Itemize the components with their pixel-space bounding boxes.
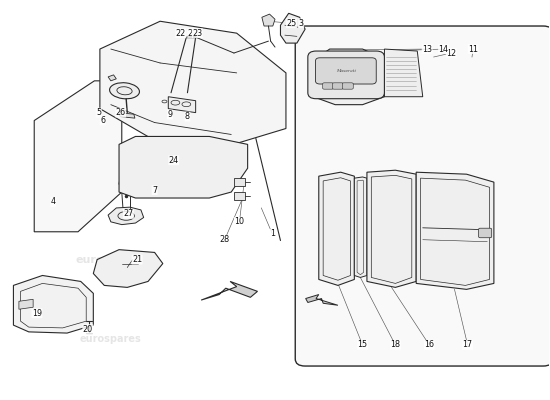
Polygon shape (319, 172, 354, 286)
Text: 11: 11 (468, 44, 478, 54)
Ellipse shape (109, 83, 140, 99)
Text: 20: 20 (83, 324, 93, 334)
Polygon shape (306, 294, 338, 305)
FancyBboxPatch shape (323, 83, 333, 89)
FancyBboxPatch shape (295, 26, 550, 366)
Polygon shape (119, 136, 248, 198)
Text: 12: 12 (446, 48, 456, 58)
Text: 8: 8 (185, 112, 190, 121)
Text: 18: 18 (390, 340, 400, 350)
Text: 17: 17 (463, 340, 472, 350)
Polygon shape (234, 178, 245, 186)
Polygon shape (19, 299, 33, 309)
Polygon shape (108, 75, 116, 81)
FancyBboxPatch shape (316, 58, 376, 84)
Polygon shape (234, 192, 245, 200)
Text: 27: 27 (123, 210, 134, 218)
Text: 1: 1 (270, 229, 275, 238)
Polygon shape (262, 14, 275, 26)
Text: 6: 6 (100, 116, 105, 125)
FancyBboxPatch shape (332, 83, 343, 89)
Text: 21: 21 (132, 255, 142, 264)
Polygon shape (384, 49, 423, 97)
Text: 15: 15 (358, 340, 367, 350)
Text: 7: 7 (152, 186, 157, 194)
FancyBboxPatch shape (308, 51, 384, 99)
FancyBboxPatch shape (478, 228, 492, 238)
Polygon shape (119, 113, 135, 118)
Ellipse shape (174, 164, 207, 182)
Text: 19: 19 (32, 309, 42, 318)
Text: 3: 3 (299, 19, 304, 28)
Text: eurospares: eurospares (356, 194, 434, 206)
Text: 13: 13 (422, 44, 432, 54)
Text: 10: 10 (234, 217, 244, 226)
FancyBboxPatch shape (342, 83, 353, 89)
Text: 23: 23 (192, 29, 202, 38)
Polygon shape (94, 250, 163, 287)
Polygon shape (201, 282, 257, 300)
Text: eurospares: eurospares (76, 254, 146, 264)
Polygon shape (354, 177, 367, 278)
Text: eurospares: eurospares (80, 334, 142, 344)
Polygon shape (168, 97, 196, 113)
Text: 22: 22 (176, 29, 186, 38)
Polygon shape (108, 207, 144, 225)
Polygon shape (34, 81, 122, 232)
Ellipse shape (130, 160, 168, 180)
Text: 2: 2 (188, 29, 192, 38)
Text: Maserati: Maserati (336, 69, 356, 73)
Text: 16: 16 (424, 340, 434, 350)
Polygon shape (416, 172, 494, 289)
Text: 26: 26 (116, 108, 126, 117)
Text: 5: 5 (96, 108, 101, 117)
Text: 24: 24 (169, 156, 179, 165)
Polygon shape (100, 21, 286, 148)
Text: 4: 4 (51, 198, 56, 206)
Text: eurospares: eurospares (360, 286, 431, 296)
Ellipse shape (166, 157, 182, 165)
Text: 25: 25 (287, 19, 296, 28)
Text: eurospares: eurospares (72, 154, 150, 167)
Polygon shape (13, 276, 94, 333)
Text: 28: 28 (219, 235, 230, 244)
Polygon shape (280, 13, 305, 43)
Polygon shape (312, 49, 384, 105)
Polygon shape (119, 144, 215, 192)
Text: 9: 9 (167, 110, 173, 119)
Polygon shape (367, 170, 416, 287)
Text: 14: 14 (438, 44, 449, 54)
